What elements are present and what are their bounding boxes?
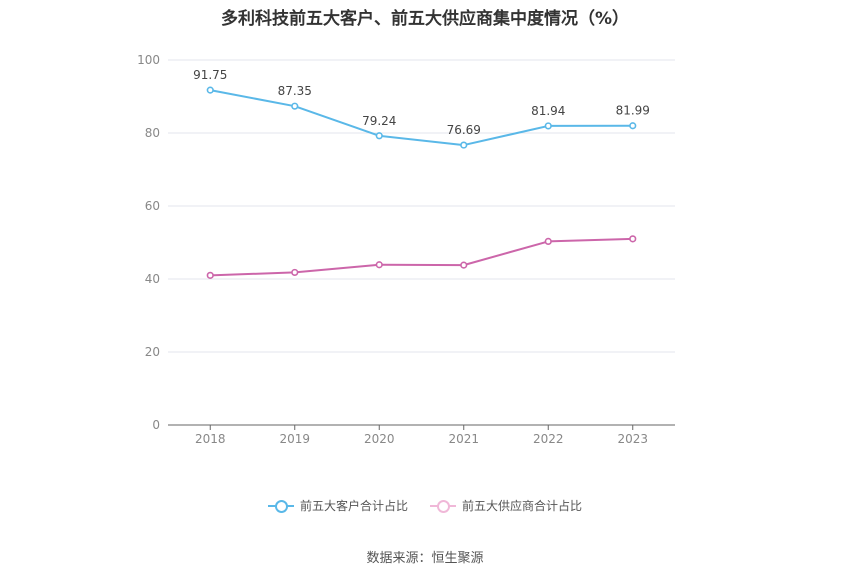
legend-item-suppliers[interactable]: 前五大供应商合计占比 [430, 497, 582, 514]
y-tick-label: 0 [152, 418, 160, 432]
legend-marker-suppliers [430, 499, 456, 513]
y-tick-label: 100 [137, 53, 160, 67]
data-label: 91.75 [193, 68, 227, 82]
x-tick-label: 2019 [279, 432, 310, 446]
legend-item-customers[interactable]: 前五大客户合计占比 [267, 497, 408, 514]
data-point [460, 141, 468, 149]
data-label: 81.94 [531, 104, 565, 118]
y-tick-label: 40 [145, 272, 160, 286]
x-tick-label: 2018 [195, 432, 226, 446]
data-label: 81.99 [616, 104, 650, 118]
y-tick-label: 80 [145, 126, 160, 140]
x-tick-label: 2022 [533, 432, 564, 446]
data-point [460, 261, 468, 269]
data-point [375, 132, 383, 140]
data-point [629, 122, 637, 130]
line-chart: 0 20 40 60 80 100 2018 2019 2020 2021 2022 2023 91.7… [137, 53, 675, 446]
series-line-1 [210, 237, 633, 277]
data-point [629, 235, 637, 243]
data-label: 76.69 [447, 123, 481, 137]
y-tick-label: 60 [145, 199, 160, 213]
legend-label-customers: 前五大客户合计占比 [299, 499, 408, 513]
data-source: 数据来源：恒生聚源 [366, 551, 484, 566]
data-point [544, 237, 552, 246]
data-label: 79.24 [362, 114, 396, 128]
x-tick-label: 2020 [364, 432, 395, 446]
legend-marker-customers [267, 499, 294, 513]
y-tick-label: 20 [145, 345, 160, 359]
legend: 前五大客户合计占比 前五大供应商合计占比 [0, 497, 850, 514]
data-point [291, 102, 299, 110]
data-label: 87.35 [278, 84, 312, 98]
data-point [206, 271, 214, 279]
data-point [544, 122, 552, 130]
x-tick-label: 2021 [448, 432, 479, 446]
chart-title: 多利科技前五大客户、前五大供应商集中度情况（%） [220, 9, 630, 29]
legend-label-suppliers: 前五大供应商合计占比 [462, 499, 583, 513]
data-point [291, 268, 299, 277]
series-line-0 [210, 89, 633, 147]
x-tick-label: 2023 [617, 432, 648, 446]
data-point [206, 86, 214, 94]
data-point [375, 261, 383, 269]
